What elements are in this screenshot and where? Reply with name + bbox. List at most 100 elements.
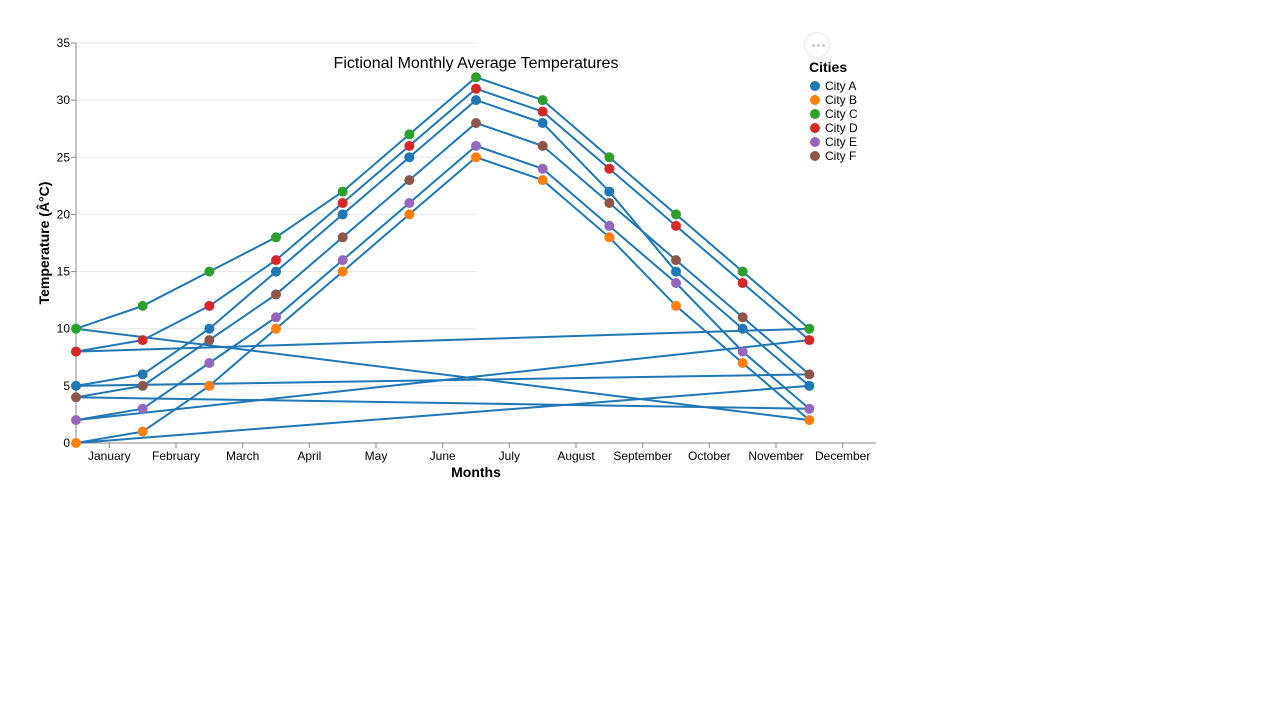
- menu-dot-icon: [817, 44, 820, 47]
- series-wrap-line: [75, 384, 810, 444]
- data-point: [537, 106, 548, 117]
- x-tick-label: May: [365, 449, 388, 463]
- x-tick-label: October: [688, 449, 731, 463]
- data-point: [604, 186, 615, 197]
- data-point: [737, 266, 748, 277]
- series-line: [75, 121, 810, 399]
- y-tick-label: 20: [57, 207, 71, 221]
- data-point: [737, 312, 748, 323]
- data-point: [404, 140, 415, 151]
- series-line: [75, 87, 810, 353]
- data-point: [71, 392, 81, 403]
- y-tick-label: 10: [57, 322, 71, 336]
- series-points: [71, 72, 815, 448]
- y-tick-label: 35: [57, 36, 71, 50]
- data-point: [271, 289, 282, 300]
- gridlines: [76, 42, 476, 387]
- data-point: [804, 403, 815, 414]
- data-point: [604, 163, 615, 174]
- y-tick-label: 30: [57, 93, 71, 107]
- data-point: [604, 152, 615, 163]
- data-point: [271, 255, 282, 266]
- legend-title: Cities: [809, 59, 847, 75]
- data-point: [71, 323, 81, 334]
- series-wrap-line: [75, 396, 810, 410]
- data-point: [737, 358, 748, 368]
- x-tick-label: January: [88, 449, 131, 463]
- series-wrap-line: [75, 327, 810, 422]
- legend-marker: [810, 109, 820, 119]
- y-tick-label: 25: [57, 150, 71, 164]
- axes: 0 5 10 15 20 25 30 35 January February March April M…: [57, 36, 876, 463]
- chart-menu-button[interactable]: [804, 32, 830, 58]
- x-tick-label: April: [297, 449, 321, 463]
- data-point: [337, 266, 348, 277]
- legend-label: City F: [825, 149, 856, 163]
- data-point: [471, 83, 482, 94]
- data-point: [537, 118, 548, 128]
- data-point: [204, 335, 215, 346]
- y-tick-label: 0: [63, 436, 70, 450]
- chart-title: Fictional Monthly Average Temperatures: [334, 55, 619, 72]
- data-point: [137, 335, 148, 346]
- data-point: [71, 380, 81, 391]
- data-point: [137, 403, 148, 414]
- data-point: [471, 118, 482, 128]
- data-point: [671, 255, 682, 266]
- data-point: [337, 198, 348, 208]
- data-point: [471, 72, 482, 83]
- series-lines: [75, 76, 810, 444]
- data-point: [404, 152, 415, 163]
- x-tick-label: June: [430, 449, 456, 463]
- data-point: [137, 380, 148, 391]
- x-axis-title: Months: [451, 464, 501, 480]
- data-point: [404, 198, 415, 208]
- data-point: [471, 152, 482, 163]
- series-wrap-line: [75, 327, 810, 353]
- x-tick-label: September: [613, 449, 672, 463]
- data-point: [137, 300, 148, 311]
- data-point: [271, 232, 282, 243]
- x-tick-label: December: [815, 449, 870, 463]
- data-point: [671, 278, 682, 288]
- legend-label: City E: [825, 135, 857, 149]
- data-point: [71, 415, 81, 426]
- menu-dot-icon: [812, 44, 815, 47]
- data-point: [671, 266, 682, 277]
- data-point: [271, 312, 282, 323]
- data-point: [204, 380, 215, 391]
- y-axis-title: Temperature (Â°C): [35, 182, 52, 305]
- series-line: [75, 76, 810, 330]
- legend-marker: [810, 81, 820, 91]
- legend-label: City D: [825, 121, 858, 135]
- data-point: [804, 369, 815, 380]
- data-point: [804, 323, 815, 334]
- data-point: [804, 415, 815, 426]
- data-point: [537, 175, 548, 186]
- x-tick-label: August: [557, 449, 595, 463]
- data-point: [204, 358, 215, 368]
- data-point: [204, 300, 215, 311]
- x-tick-label: November: [748, 449, 803, 463]
- data-point: [737, 278, 748, 288]
- data-point: [671, 300, 682, 311]
- series-line: [75, 98, 810, 387]
- legend-marker: [810, 123, 820, 133]
- data-point: [337, 232, 348, 243]
- data-point: [71, 346, 81, 357]
- data-point: [337, 186, 348, 197]
- legend-marker: [810, 151, 820, 161]
- data-point: [204, 266, 215, 277]
- legend-marker: [810, 137, 820, 147]
- data-point: [804, 335, 815, 346]
- data-point: [404, 209, 415, 220]
- data-point: [671, 220, 682, 231]
- data-point: [471, 95, 482, 106]
- legend-marker: [810, 95, 820, 105]
- data-point: [71, 438, 81, 448]
- y-tick-label: 15: [57, 265, 71, 279]
- series-wrap-line: [75, 373, 810, 387]
- data-point: [337, 255, 348, 266]
